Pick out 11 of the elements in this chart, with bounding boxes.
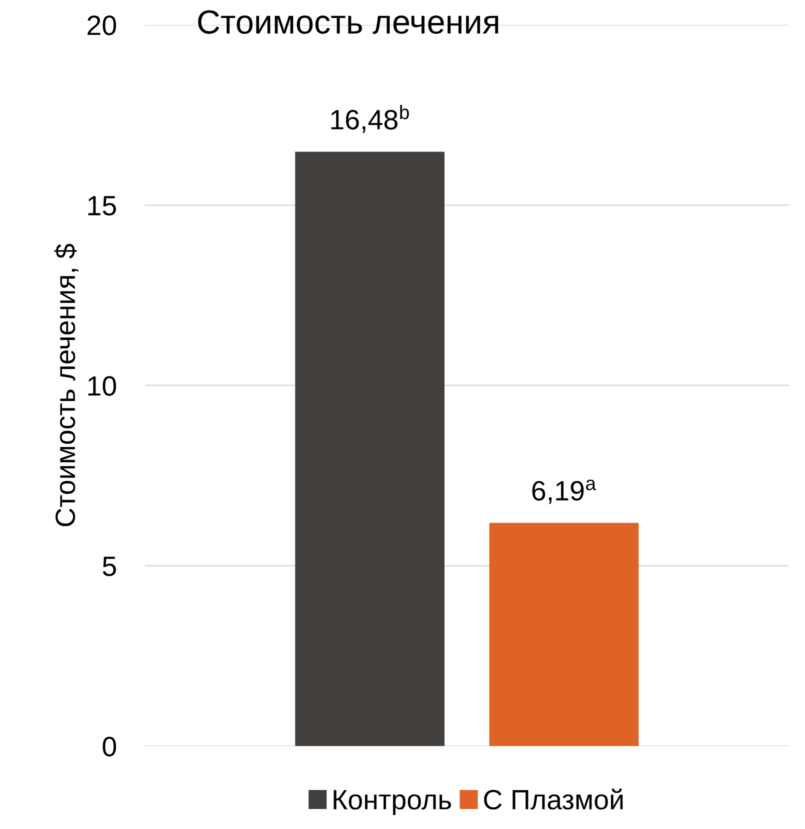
y-tick-label: 5 xyxy=(102,556,116,576)
y-tick-label: 10 xyxy=(88,376,116,396)
chart-title: Стоимость лечения xyxy=(198,10,498,34)
y-tick-label: 20 xyxy=(88,16,116,36)
y-tick-label: 0 xyxy=(102,736,116,756)
legend-label: С Плазмой xyxy=(484,788,623,810)
legend-label: Контроль xyxy=(334,790,451,816)
data-label: 6,19$^{a}$ xyxy=(532,480,596,504)
data-label: 16,48$^{b}$ xyxy=(331,104,409,133)
y-tick-label: 15 xyxy=(88,196,116,216)
y-axis-title: Стоимость лечения, $ xyxy=(54,244,78,526)
